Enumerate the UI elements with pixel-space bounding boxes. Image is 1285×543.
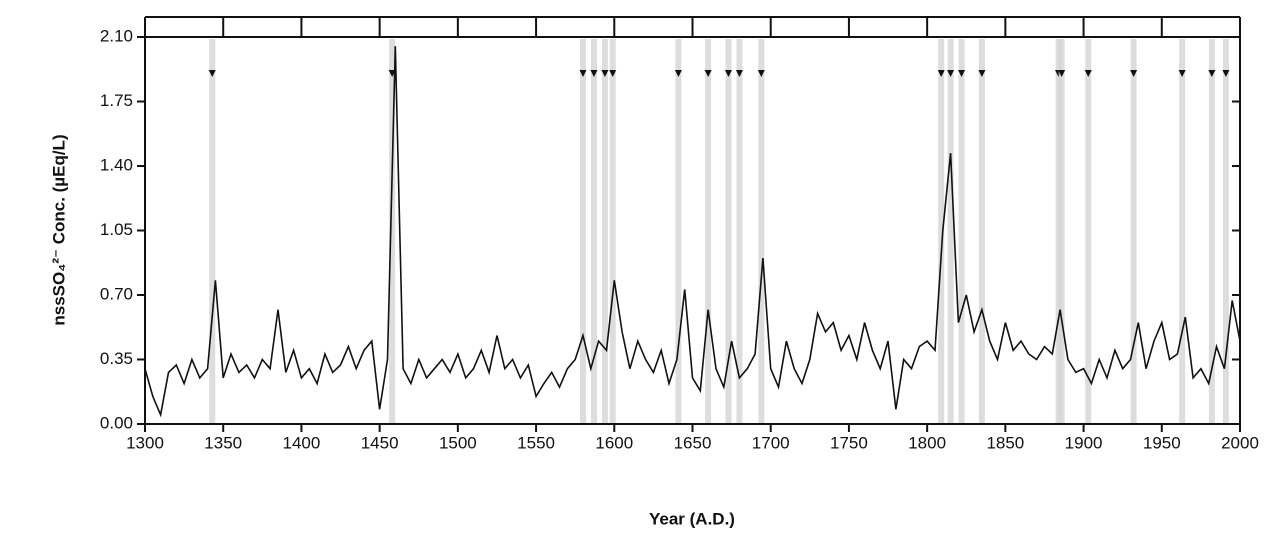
event-marker <box>958 70 966 77</box>
x-tick-label: 1900 <box>1065 433 1103 452</box>
event-band <box>1085 39 1092 424</box>
x-tick-label: 1850 <box>986 433 1024 452</box>
event-band <box>1130 39 1137 424</box>
y-tick-label: 1.40 <box>100 155 133 174</box>
event-band <box>958 39 965 424</box>
y-tick-label: 1.05 <box>100 220 133 239</box>
event-band <box>758 39 765 424</box>
x-tick-label: 2000 <box>1221 433 1259 452</box>
x-tick-label: 1700 <box>752 433 790 452</box>
event-band <box>1055 39 1062 424</box>
event-band <box>209 39 216 424</box>
x-tick-label: 1350 <box>204 433 242 452</box>
event-marker <box>579 70 587 77</box>
x-tick-label: 1750 <box>830 433 868 452</box>
y-tick-label: 0.00 <box>100 413 133 432</box>
event-marker <box>724 70 732 77</box>
event-marker <box>704 70 712 77</box>
plot-frame <box>144 36 1241 425</box>
event-marker <box>978 70 986 77</box>
y-tick-label: 0.70 <box>100 284 133 303</box>
event-band <box>978 39 985 424</box>
event-band <box>736 39 743 424</box>
event-marker <box>1130 70 1138 77</box>
event-band <box>590 39 597 424</box>
event-marker <box>1178 70 1186 77</box>
event-marker <box>601 70 609 77</box>
event-marker <box>1222 70 1230 77</box>
x-tick-label: 1500 <box>439 433 477 452</box>
data-line <box>144 46 1241 418</box>
x-tick-label: 1300 <box>126 433 164 452</box>
event-marker <box>735 70 743 77</box>
x-axis-title: Year (A.D.) <box>649 509 735 528</box>
event-band <box>675 39 682 424</box>
x-tick-label: 1800 <box>908 433 946 452</box>
event-band <box>725 39 732 424</box>
event-marker <box>1208 70 1216 77</box>
event-marker <box>757 70 765 77</box>
x-tick-label: 1400 <box>283 433 321 452</box>
event-marker <box>1084 70 1092 77</box>
event-marker <box>937 70 945 77</box>
event-band <box>938 39 945 424</box>
event-band <box>947 39 954 424</box>
event-marker <box>208 70 216 77</box>
y-tick-label: 0.35 <box>100 349 133 368</box>
event-band <box>705 39 712 424</box>
x-tick-label: 1650 <box>674 433 712 452</box>
event-band <box>1179 39 1186 424</box>
event-band <box>609 39 616 424</box>
event-marker <box>947 70 955 77</box>
event-band <box>601 39 608 424</box>
y-tick-label: 2.10 <box>100 26 133 45</box>
event-marker <box>1058 70 1066 77</box>
event-marker <box>674 70 682 77</box>
x-tick-label: 1600 <box>595 433 633 452</box>
event-marker <box>590 70 598 77</box>
event-marker <box>609 70 617 77</box>
event-band <box>389 39 396 424</box>
x-tick-label: 1950 <box>1143 433 1181 452</box>
x-tick-label: 1450 <box>361 433 399 452</box>
event-band <box>1222 39 1229 424</box>
event-band <box>1058 39 1065 424</box>
y-axis-title: nssSO₄²⁻ Conc. (µEq/L) <box>49 134 68 325</box>
event-band <box>1208 39 1215 424</box>
x-tick-label: 1550 <box>517 433 555 452</box>
y-tick-label: 1.75 <box>100 91 133 110</box>
event-band <box>580 39 586 424</box>
